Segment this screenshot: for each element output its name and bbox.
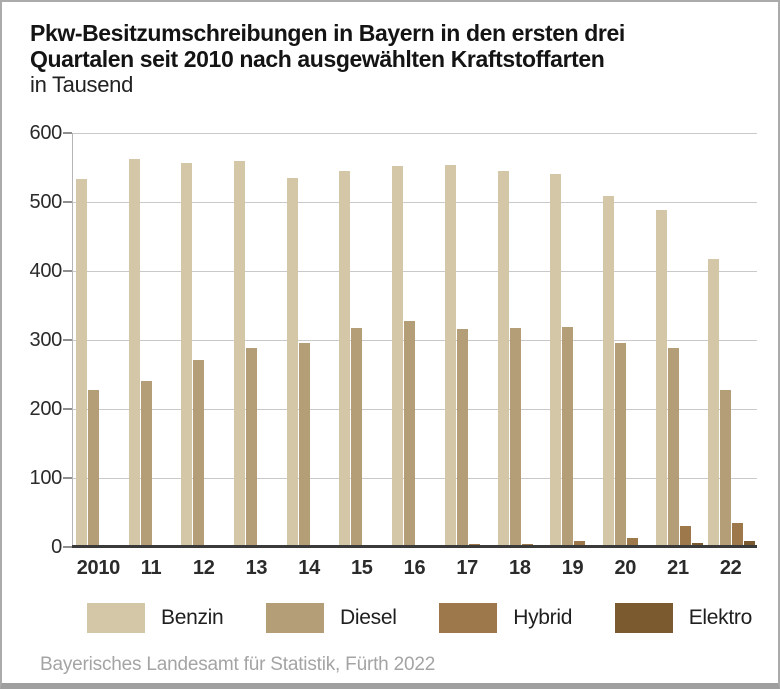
- chart-title-line1: Pkw-Besitzumschreibungen in Bayern in de…: [30, 20, 625, 46]
- x-axis-label-18: 18: [509, 557, 531, 579]
- bar-group-17: [441, 133, 494, 547]
- x-axis-label-21: 21: [667, 557, 689, 579]
- y-axis-tick-200: [63, 408, 72, 410]
- x-axis-label-12: 12: [192, 557, 215, 579]
- bar-group-14: [283, 133, 336, 547]
- bar-diesel-18: [509, 328, 521, 547]
- x-axis-label-14: 14: [298, 557, 320, 579]
- y-axis-label-500: 500: [29, 191, 63, 213]
- bar-diesel-16: [404, 321, 416, 547]
- bar-group-11: [125, 133, 178, 547]
- plot-area: 0 100 200 300 400 500 600 2010 11 12 13 14 15 16 17 18 1…: [30, 122, 757, 579]
- x-axis-label-16: 16: [403, 557, 426, 579]
- y-axis-line: [72, 133, 73, 547]
- y-axis-tick-400: [63, 270, 72, 272]
- x-axis-label-20: 20: [614, 557, 637, 579]
- bar-elektro-22: [744, 540, 756, 547]
- bar-diesel-14: [298, 343, 310, 547]
- source-text: Bayerisches Landesamt für Statistik, Für…: [40, 654, 436, 675]
- bar-group-13: [230, 133, 283, 547]
- bar-group-22: [704, 133, 757, 547]
- legend: Benzin Diesel Hybrid Elektro: [87, 603, 752, 633]
- x-axis-baseline: [72, 545, 757, 548]
- legend-label-elektro: Elektro: [688, 606, 753, 629]
- bar-hybrid-19: [574, 541, 586, 547]
- bar-diesel-17: [456, 328, 468, 547]
- legend-item-diesel: Diesel: [266, 603, 397, 633]
- bar-benzin-16: [392, 166, 404, 547]
- bar-diesel-21: [667, 347, 679, 547]
- bar-group-21: [652, 133, 705, 547]
- bar-diesel-2010: [88, 390, 99, 547]
- gridline-600: [72, 132, 757, 134]
- bar-diesel-12: [193, 360, 205, 547]
- legend-swatch-hybrid: [439, 603, 498, 633]
- x-axis-label-22: 22: [719, 557, 742, 579]
- legend-swatch-diesel: [266, 603, 325, 633]
- legend-item-benzin: Benzin: [87, 603, 224, 633]
- bar-hybrid-22: [732, 522, 744, 547]
- y-axis-tick-0: [63, 546, 72, 548]
- bar-benzin-11: [128, 159, 140, 547]
- x-axis-label-13: 13: [245, 557, 268, 579]
- chart-subtitle: in Tausend: [30, 72, 134, 97]
- bar-diesel-22: [720, 390, 732, 547]
- bar-group-18: [494, 133, 547, 547]
- y-axis-tick-300: [63, 339, 72, 341]
- bar-group-16: [388, 133, 441, 547]
- y-axis-label-100: 100: [29, 467, 63, 489]
- y-axis-label-0: 0: [51, 536, 62, 558]
- bar-hybrid-20: [626, 538, 638, 547]
- bar-benzin-20: [602, 195, 614, 547]
- y-axis-label-400: 400: [29, 260, 63, 282]
- y-axis-tick-600: [63, 132, 72, 134]
- legend-swatch-benzin: [87, 603, 145, 633]
- bar-benzin-22: [708, 258, 720, 547]
- legend-item-elektro: Elektro: [614, 603, 753, 633]
- chart-title-line2: Quartalen seit 2010 nach ausgewählten Kr…: [30, 46, 605, 72]
- title-block: Pkw-Besitzumschreibungen in Bayern in de…: [30, 20, 750, 98]
- gridline-500: [72, 201, 757, 203]
- y-axis-tick-500: [63, 201, 72, 203]
- legend-label-diesel: Diesel: [340, 606, 397, 629]
- y-axis-label-200: 200: [29, 398, 63, 420]
- x-axis-label-2010: 2010: [76, 557, 121, 579]
- gridline-400: [72, 270, 757, 272]
- bar-diesel-15: [351, 328, 363, 547]
- legend-label-benzin: Benzin: [161, 606, 224, 629]
- bar-diesel-13: [246, 347, 258, 547]
- bar-group-12: [177, 133, 230, 547]
- bar-elektro-21: [691, 542, 703, 547]
- bar-benzin-12: [181, 162, 193, 547]
- bar-benzin-2010: [76, 179, 87, 547]
- bar-group-20: [599, 133, 652, 547]
- bar-hybrid-21: [679, 526, 691, 547]
- bar-group-15: [335, 133, 388, 547]
- y-axis-label-600: 600: [29, 122, 63, 144]
- bar-group-19: [546, 133, 599, 547]
- legend-swatch-elektro: [614, 603, 673, 633]
- legend-label-hybrid: Hybrid: [513, 606, 573, 629]
- legend-item-hybrid: Hybrid: [439, 603, 572, 633]
- x-axis-label-11: 11: [140, 557, 162, 579]
- bar-diesel-20: [614, 342, 626, 547]
- x-axis-label-15: 15: [350, 557, 373, 579]
- x-axis-label-17: 17: [456, 557, 479, 579]
- bar-benzin-17: [444, 165, 456, 547]
- y-axis-tick-100: [63, 477, 72, 479]
- y-axis-label-300: 300: [29, 329, 63, 351]
- bar-benzin-15: [339, 170, 351, 547]
- bar-benzin-21: [655, 209, 667, 547]
- bar-benzin-19: [550, 173, 562, 547]
- bar-group-2010: [72, 133, 125, 547]
- bar-diesel-11: [140, 380, 152, 547]
- x-axis-label-19: 19: [561, 557, 584, 579]
- bar-benzin-14: [286, 177, 298, 547]
- bar-benzin-18: [497, 170, 509, 547]
- bar-benzin-13: [234, 161, 246, 547]
- bar-diesel-19: [562, 326, 574, 547]
